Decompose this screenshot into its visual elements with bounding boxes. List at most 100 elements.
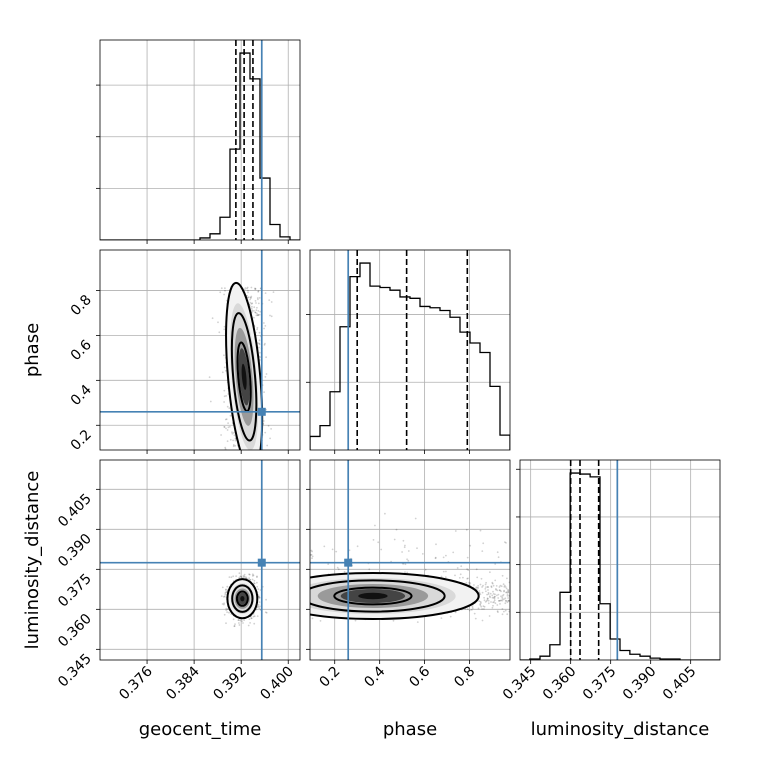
sample-point — [248, 464, 250, 466]
sample-point — [233, 451, 235, 453]
sample-point — [256, 463, 258, 465]
sample-point — [270, 301, 273, 303]
sample-point — [507, 591, 510, 594]
sample-point — [235, 575, 238, 577]
sample-point — [255, 302, 257, 304]
sample-point — [499, 599, 502, 602]
sample-point — [480, 602, 482, 604]
sample-point — [254, 288, 257, 291]
sample-point — [225, 369, 227, 372]
sample-point — [491, 594, 494, 597]
sample-point — [497, 597, 500, 599]
x-tick-label: 0.390 — [620, 664, 660, 704]
sample-point — [507, 589, 510, 592]
sample-point — [480, 577, 483, 580]
sample-point — [474, 617, 477, 620]
sample-point — [414, 517, 417, 520]
sample-point — [239, 575, 242, 578]
sample-point — [225, 418, 228, 420]
sample-point — [221, 371, 224, 374]
sample-point — [234, 437, 237, 440]
sample-point — [343, 570, 346, 573]
sample-point — [368, 568, 371, 571]
x-axis-label-phase: phase — [383, 719, 437, 740]
sample-point — [250, 463, 252, 465]
sample-point — [249, 462, 251, 464]
density-level — [358, 592, 388, 600]
sample-point — [243, 619, 246, 621]
sample-point — [258, 343, 261, 346]
sample-point — [253, 316, 255, 319]
sample-point — [233, 434, 236, 437]
sample-point — [239, 619, 242, 622]
sample-point — [484, 601, 487, 603]
sample-point — [233, 625, 236, 627]
sample-point — [310, 549, 313, 552]
sample-point — [269, 314, 271, 317]
sample-point — [234, 444, 237, 447]
sample-point — [246, 462, 248, 464]
sample-point — [251, 575, 254, 577]
sample-point — [241, 457, 243, 459]
sample-point — [435, 543, 437, 546]
sample-point — [482, 584, 484, 587]
sample-point — [247, 289, 249, 292]
x-axis-label-geocent-time: geocent_time — [139, 719, 262, 740]
sample-point — [406, 571, 409, 574]
sample-point — [263, 344, 266, 346]
sample-point — [497, 556, 500, 559]
sample-point — [252, 615, 255, 618]
sample-point — [217, 321, 219, 324]
sample-point — [498, 599, 500, 602]
sample-point — [227, 426, 230, 429]
sample-point — [254, 462, 256, 464]
histogram-steps — [310, 262, 510, 450]
sample-point — [226, 440, 229, 443]
sample-point — [225, 609, 228, 611]
sample-point — [223, 328, 226, 331]
sample-point — [504, 586, 507, 588]
sample-point — [234, 623, 236, 625]
sample-point — [500, 590, 502, 593]
sample-point — [470, 609, 473, 611]
x-tick-label: 0.345 — [500, 664, 540, 704]
sample-point — [506, 601, 509, 604]
sample-point — [454, 611, 457, 614]
sample-point — [508, 594, 510, 597]
sample-point — [251, 464, 253, 466]
sample-point — [506, 613, 509, 616]
sample-point — [507, 591, 509, 593]
sample-point — [377, 541, 380, 544]
sample-point — [477, 585, 479, 587]
sample-point — [466, 556, 469, 559]
sample-point — [225, 589, 227, 591]
sample-point — [246, 466, 248, 468]
sample-point — [487, 602, 490, 605]
sample-point — [256, 326, 259, 329]
x-tick-label: 0.392 — [210, 664, 250, 704]
2d-frame — [99, 459, 301, 661]
sample-point — [250, 295, 253, 298]
sample-point — [223, 426, 226, 428]
sample-point — [503, 584, 506, 587]
sample-point — [231, 431, 233, 434]
sample-point — [255, 314, 258, 317]
truth-marker — [257, 407, 266, 416]
sample-point — [238, 624, 241, 626]
sample-point — [503, 589, 505, 592]
sample-point — [247, 466, 249, 468]
sample-point — [224, 289, 226, 292]
sample-point — [223, 395, 226, 398]
sample-point — [496, 604, 499, 606]
sample-point — [258, 331, 261, 334]
sample-point — [485, 600, 488, 602]
truth-marker — [344, 558, 353, 567]
sample-point — [251, 302, 254, 305]
sample-point — [233, 457, 235, 459]
sample-point — [229, 414, 232, 417]
sample-point — [225, 395, 228, 397]
credible-contour-39% — [225, 281, 264, 450]
sample-point — [253, 622, 256, 625]
sample-point — [487, 599, 490, 602]
sample-point — [223, 293, 226, 296]
